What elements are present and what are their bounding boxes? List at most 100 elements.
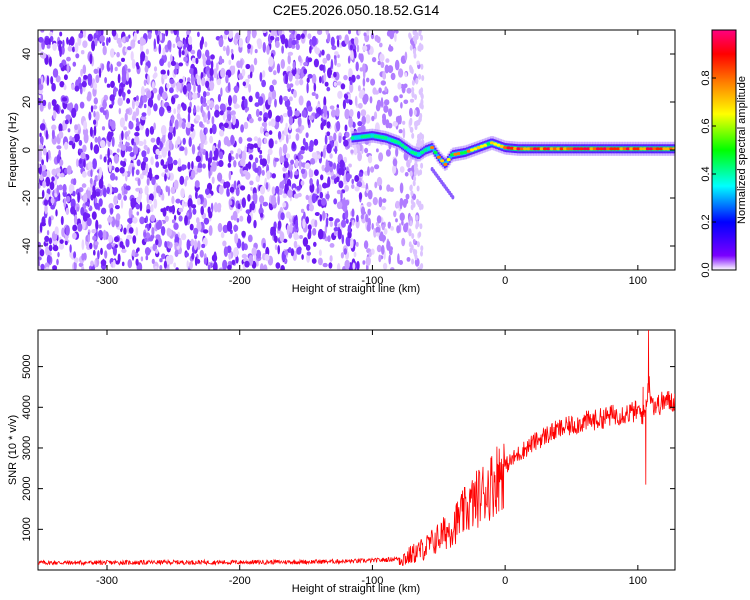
heatmap-noise-cell <box>277 245 281 255</box>
heatmap-noise-cell <box>153 103 158 112</box>
heatmap-noise-cell <box>217 143 221 149</box>
heatmap-noise-cell <box>110 63 113 73</box>
heatmap-noise-cell <box>336 81 342 86</box>
heatmap-noise-cell <box>116 51 120 58</box>
heatmap-noise-cell <box>52 245 59 252</box>
heatmap-noise-cell <box>417 45 421 52</box>
heatmap-noise-cell <box>38 163 41 168</box>
heatmap-noise-cell <box>267 148 273 156</box>
heatmap-noise-cell <box>156 136 161 146</box>
heatmap-noise-cell <box>117 193 122 201</box>
heatmap-noise-cell <box>317 228 324 240</box>
heatmap-noise-cell <box>165 30 169 37</box>
heatmap-noise-cell <box>401 237 406 247</box>
heatmap-noise-cell <box>396 225 401 234</box>
heatmap-noise-cell <box>419 140 423 147</box>
heatmap-noise-cell <box>213 68 218 79</box>
heatmap-noise-cell <box>217 94 221 103</box>
heatmap-noise-cell <box>359 53 364 63</box>
heatmap-noise-cell <box>119 241 124 248</box>
heatmap-noise-cell <box>271 30 276 37</box>
heatmap-noise-cell <box>219 151 224 160</box>
heatmap-noise-cell <box>123 126 127 131</box>
heatmap-noise-cell <box>288 96 293 102</box>
heatmap-noise-cell <box>403 99 409 105</box>
heatmap-ridge-cell <box>383 136 388 140</box>
heatmap-noise-cell <box>409 98 415 103</box>
heatmap-noise-cell <box>408 32 412 39</box>
heatmap-noise-cell <box>114 244 118 249</box>
heatmap-noise-cell <box>76 206 80 212</box>
heatmap-noise-cell <box>205 150 209 161</box>
heatmap-noise-cell <box>167 186 171 197</box>
heatmap-noise-cell <box>357 111 361 119</box>
snr-y-label: SNR (10 * v/v) <box>7 415 19 485</box>
heatmap-noise-cell <box>310 169 314 178</box>
heatmap-noise-cell <box>165 185 169 193</box>
heatmap-noise-cell <box>160 125 167 136</box>
heatmap-noise-cell <box>52 265 58 270</box>
heatmap-ridge-cell <box>446 158 451 162</box>
heatmap-noise-cell <box>153 66 158 72</box>
heatmap-noise-cell <box>215 62 219 71</box>
heatmap-y-label: Frequency (Hz) <box>7 112 19 188</box>
heatmap-noise-cell <box>378 233 385 242</box>
heatmap-noise-cell <box>204 41 208 48</box>
heatmap-noise-cell <box>345 172 351 183</box>
heatmap-noise-cell <box>193 83 196 93</box>
heatmap-noise-cell <box>131 99 135 110</box>
heatmap-noise-cell <box>240 185 246 191</box>
heatmap-noise-cell <box>160 159 165 166</box>
heatmap-ridge-cell <box>542 147 547 151</box>
heatmap-noise-cell <box>255 91 260 100</box>
heatmap-noise-cell <box>379 42 383 48</box>
heatmap-noise-cell <box>188 91 192 101</box>
heatmap-noise-cell <box>324 166 330 173</box>
heatmap-noise-cell <box>178 47 182 58</box>
heatmap-noise-cell <box>230 110 236 116</box>
heatmap-noise-cell <box>132 235 137 244</box>
heatmap-noise-cell <box>239 59 243 69</box>
heatmap-noise-cell <box>363 32 367 37</box>
heatmap-ridge-cell <box>662 147 667 151</box>
heatmap-noise-cell <box>418 200 422 207</box>
heatmap-noise-cell <box>210 60 214 70</box>
heatmap-noise-cell <box>116 61 122 67</box>
heatmap-noise-cell <box>144 55 149 63</box>
heatmap-noise-cell <box>358 30 361 36</box>
heatmap-noise-cell <box>382 198 387 204</box>
heatmap-noise-cell <box>241 230 246 238</box>
heatmap-noise-cell <box>314 219 318 228</box>
heatmap-noise-cell <box>123 171 128 177</box>
heatmap-noise-cell <box>123 189 128 195</box>
heatmap-noise-cell <box>50 197 55 204</box>
heatmap-noise-cell <box>87 190 92 200</box>
heatmap-noise-cell <box>40 222 47 227</box>
heatmap-noise-cell <box>182 164 187 170</box>
heatmap-noise-cell <box>118 88 122 97</box>
heatmap-noise-cell <box>300 125 305 131</box>
heatmap-noise-cell <box>329 255 333 262</box>
heatmap-noise-cell <box>328 262 333 269</box>
heatmap-noise-cell <box>196 258 201 264</box>
heatmap-noise-cell <box>372 197 378 206</box>
heatmap-noise-cell <box>200 205 204 216</box>
heatmap-noise-cell <box>44 203 48 215</box>
heatmap-noise-cell <box>374 181 378 189</box>
heatmap-noise-cell <box>92 158 97 170</box>
heatmap-noise-cell <box>218 267 224 270</box>
heatmap-noise-cell <box>387 65 394 74</box>
heatmap-noise-cell <box>131 249 136 257</box>
heatmap-noise-cell <box>241 253 248 259</box>
heatmap-y-ticks: -40 -20 0 20 40 <box>21 48 675 254</box>
heatmap-noise-cell <box>55 209 58 217</box>
heatmap-noise-cell <box>325 216 329 228</box>
heatmap-noise-cell <box>378 152 384 162</box>
heatmap-noise-cell <box>247 143 252 149</box>
heatmap-noise-cell <box>151 258 155 265</box>
heatmap-noise-cell <box>328 217 334 222</box>
heatmap-noise-cell <box>341 234 345 245</box>
heatmap-noise-cell <box>234 233 239 244</box>
heatmap-noise-cell <box>100 207 107 215</box>
heatmap-noise-cell <box>139 187 143 195</box>
